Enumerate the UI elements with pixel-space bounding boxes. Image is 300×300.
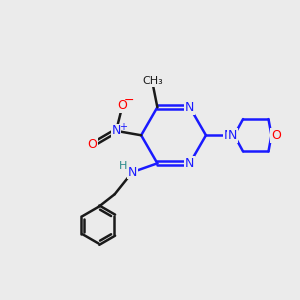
Text: O: O <box>87 138 97 151</box>
Text: N: N <box>228 129 237 142</box>
Text: N: N <box>224 129 234 142</box>
Text: CH₃: CH₃ <box>142 76 163 86</box>
Text: −: − <box>124 93 135 106</box>
Text: N: N <box>128 166 137 179</box>
Text: H: H <box>119 161 127 171</box>
Text: N: N <box>185 101 194 114</box>
Text: N: N <box>185 157 194 170</box>
Text: +: + <box>118 122 127 132</box>
Text: N: N <box>112 124 121 137</box>
Text: O: O <box>271 129 281 142</box>
Text: O: O <box>117 99 127 112</box>
